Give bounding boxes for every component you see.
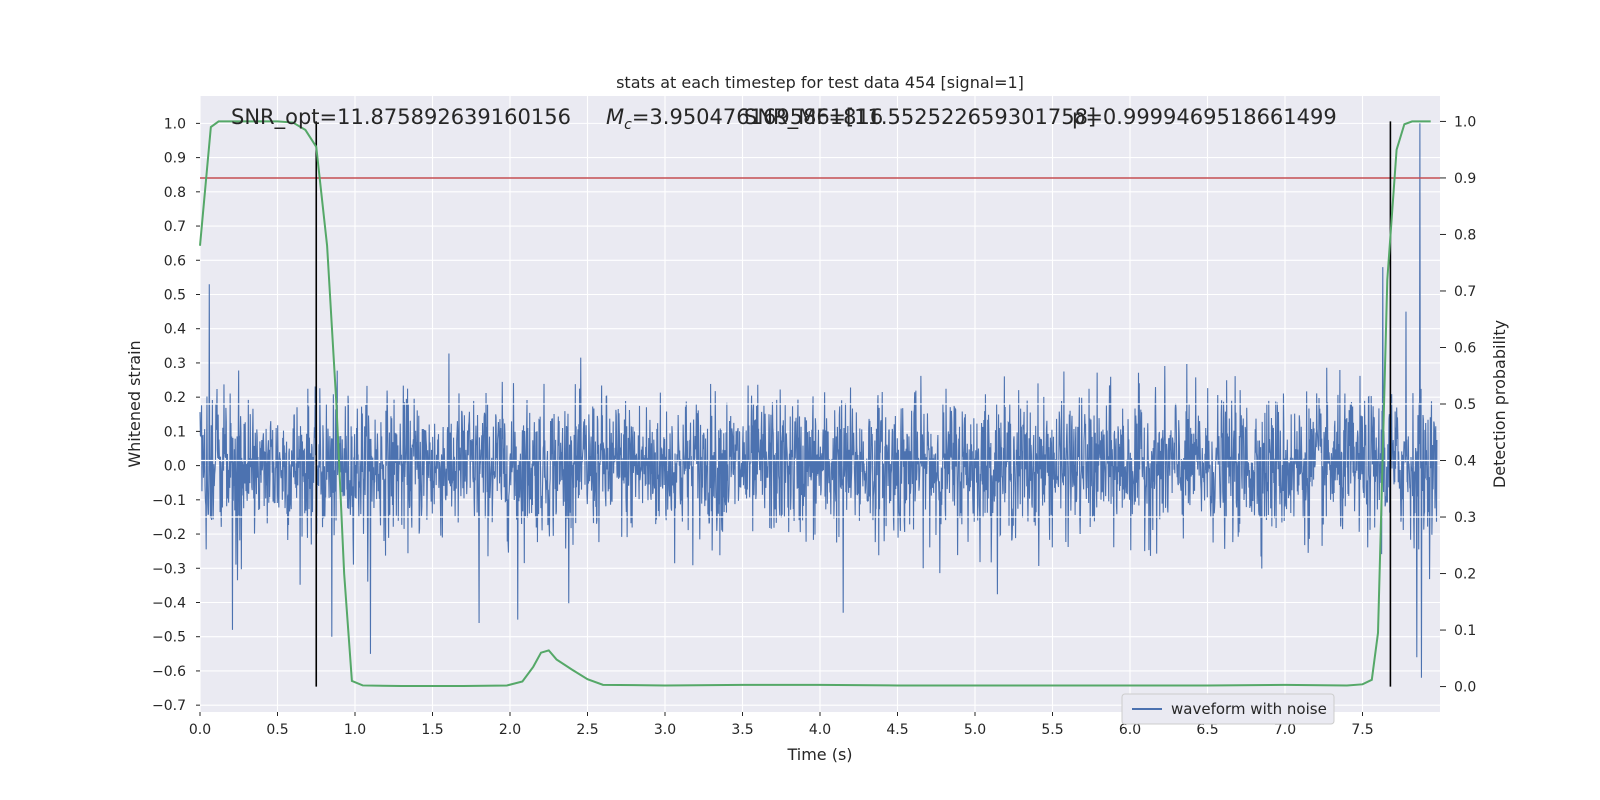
x-tick-label: 1.5 [421, 722, 443, 738]
y2-tick-label: 0.3 [1454, 510, 1476, 526]
y-tick-label: −0.2 [152, 527, 186, 543]
x-tick-label: 0.0 [189, 722, 211, 738]
y-tick-label: 0.7 [164, 219, 186, 235]
overlay-lines [200, 121, 1440, 687]
y2-tick-label: 0.2 [1454, 567, 1476, 583]
x-tick-label: 7.5 [1351, 722, 1373, 738]
y-axis-label: Whitened strain [125, 340, 144, 467]
annotation-probability: p=0.9999469518661499 [1072, 105, 1337, 129]
x-tick-label: 7.0 [1274, 722, 1296, 738]
x-tick-label: 0.5 [266, 722, 288, 738]
x-axis-label: Time (s) [786, 745, 852, 764]
y-tick-label: 0.3 [164, 356, 186, 372]
x-tick-label: 4.5 [886, 722, 908, 738]
y-tick-label: 1.0 [164, 116, 186, 132]
x-tick-label: 4.0 [809, 722, 831, 738]
annotation-mc-symbol: M [606, 105, 624, 129]
chart-title: stats at each timestep for test data 454… [616, 73, 1024, 92]
y2-tick-label: 0.7 [1454, 284, 1476, 300]
probability-line [199, 120, 1431, 687]
x-tick-label: 3.5 [731, 722, 753, 738]
x-tick-label: 6.0 [1119, 722, 1141, 738]
y-tick-label: −0.7 [152, 698, 186, 714]
legend-box [1121, 693, 1335, 725]
legend-label: waveform with noise [1171, 700, 1327, 718]
y2-tick-label: 0.4 [1454, 454, 1476, 470]
annotation-snr-opt: SNR_opt=11.875892639160156 [231, 105, 571, 130]
y2-tick-label: 0.8 [1454, 227, 1476, 243]
y-tick-label: −0.1 [152, 493, 186, 509]
x-tick-label: 2.0 [499, 722, 521, 738]
y-tick-label: 0.4 [164, 322, 186, 338]
annotation-snr-mf: SNR_MF=[11.552522659301758] [744, 105, 1096, 130]
annotation-chirp-mass: Mc=3.9504761695861816 [606, 105, 883, 133]
x-tick-label: 1.0 [344, 722, 366, 738]
x-tick-label: 6.5 [1196, 722, 1218, 738]
y-tick-label: 0.5 [164, 287, 186, 303]
probability-series [199, 120, 1431, 687]
annotation-mc-sub: c [624, 117, 632, 133]
x-tick-label: 3.0 [654, 722, 676, 738]
waveform-line [199, 123, 1438, 678]
y-tick-label: 0.0 [164, 459, 186, 475]
y-tick-label: 0.1 [164, 424, 186, 440]
y2-axis-label: Detection probability [1490, 320, 1509, 488]
y2-tick-label: 1.0 [1454, 114, 1476, 130]
x-tick-label: 5.5 [1041, 722, 1063, 738]
y2-tick-label: 0.0 [1454, 680, 1476, 696]
y-tick-label: 0.8 [164, 185, 186, 201]
y-tick-label: −0.4 [152, 595, 186, 611]
y-tick-label: −0.3 [152, 561, 186, 577]
y-tick-label: 0.2 [164, 390, 186, 406]
y-tick-label: 0.6 [164, 253, 186, 269]
x-tick-label: 5.0 [964, 722, 986, 738]
y-tick-label: 0.9 [164, 151, 186, 167]
legend: waveform with noise [1121, 693, 1335, 725]
y2-tick-label: 0.1 [1454, 623, 1476, 639]
y-tick-label: −0.6 [152, 664, 186, 680]
y2-tick-label: 0.9 [1454, 171, 1476, 187]
annotation-mc-value: =3.9504761695861816 [632, 105, 883, 129]
tick-labels: 0.0 0.5 1.0 1.5 2.0 2.5 3.0 3.5 4.0 4.5 5.0 5.5 6.0 6… [152, 114, 1476, 738]
y-tick-label: −0.5 [152, 630, 186, 646]
y2-tick-label: 0.6 [1454, 340, 1476, 356]
waveform-series [199, 123, 1438, 678]
x-tick-label: 2.5 [576, 722, 598, 738]
y2-tick-label: 0.5 [1454, 397, 1476, 413]
